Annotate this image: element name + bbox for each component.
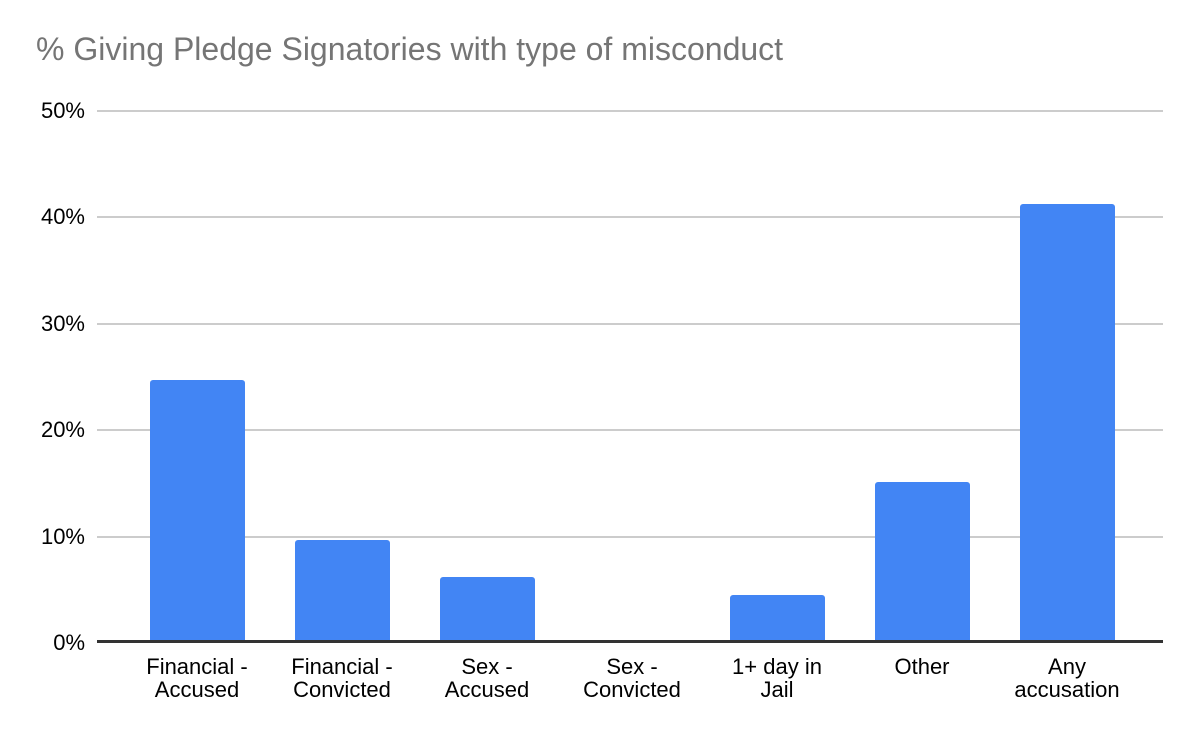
plot-area <box>97 110 1163 643</box>
x-tick-label-sex-accused: Sex - Accused <box>444 654 530 702</box>
x-tick-label-any-accusation: Any accusation <box>1014 654 1120 702</box>
y-tick-label-50: 50% <box>40 98 85 123</box>
x-tick-label-financial-accused: Financial - Accused <box>146 654 248 702</box>
gridline-40 <box>97 216 1163 219</box>
x-tick-label-1-day-in-jail: 1+ day in Jail <box>732 654 822 702</box>
gridline-30 <box>97 322 1163 325</box>
y-tick-label-20: 20% <box>40 417 85 443</box>
bar-any-accusation[interactable] <box>1019 204 1115 641</box>
bar-financial-convicted[interactable] <box>294 540 390 641</box>
x-tick-label-other: Other <box>894 654 950 679</box>
x-axis-line <box>97 640 1163 643</box>
chart-title: % Giving Pledge Signatories with type of… <box>36 31 784 67</box>
gridline-50 <box>97 110 1163 112</box>
y-tick-label-0: 0% <box>53 630 85 655</box>
bar-other[interactable] <box>874 482 970 641</box>
x-tick-label-sex-convicted: Sex - Convicted <box>583 654 681 702</box>
gridline-10 <box>97 535 1163 538</box>
x-tick-label-financial-convicted: Financial - Convicted <box>291 654 393 702</box>
bar-sex-accused[interactable] <box>439 577 535 641</box>
y-tick-label-30: 30% <box>40 310 85 336</box>
bar-1-day-in-jail[interactable] <box>729 595 825 641</box>
y-tick-label-40: 40% <box>40 204 85 230</box>
gridline-20 <box>97 429 1163 432</box>
bar-financial-accused[interactable] <box>149 380 245 641</box>
y-tick-label-10: 10% <box>40 523 85 549</box>
